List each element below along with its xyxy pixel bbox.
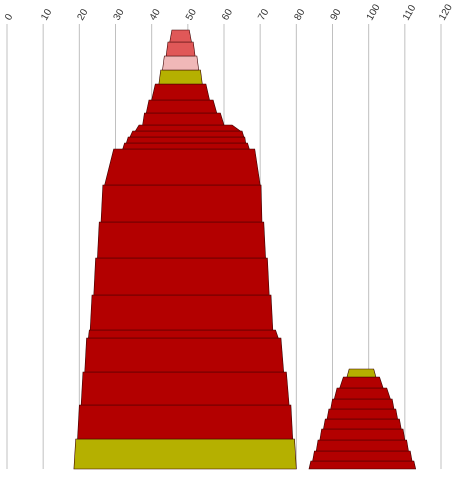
stack-2-layer-10 bbox=[346, 368, 377, 378]
stack-2-layer-8 bbox=[333, 387, 391, 400]
stack-2-layer-4 bbox=[319, 428, 406, 441]
x-tick-label: 110 bbox=[401, 3, 419, 23]
stack-1-layer-14 bbox=[134, 124, 242, 132]
stack-2-layer-2 bbox=[312, 450, 413, 462]
x-tick-label: 70 bbox=[256, 7, 271, 23]
stack-2-layer-9 bbox=[339, 376, 384, 389]
stack-1-layer-4 bbox=[84, 337, 284, 373]
stack-2 bbox=[308, 368, 417, 470]
stack-1-layer-6 bbox=[89, 294, 274, 331]
x-tick-label: 10 bbox=[39, 7, 54, 23]
stack-1-layer-19 bbox=[162, 55, 200, 71]
stack-2-layer-7 bbox=[330, 398, 395, 410]
x-tick-label: 100 bbox=[365, 2, 383, 22]
x-tick-label: 90 bbox=[329, 7, 344, 23]
stack-1-layer-21 bbox=[169, 29, 192, 43]
stack-1-layer-20 bbox=[165, 41, 196, 57]
stack-2-layer-5 bbox=[323, 418, 402, 430]
x-tick-label: 80 bbox=[292, 7, 307, 23]
stack-2-layer-1 bbox=[308, 460, 417, 470]
stack-1-layer-17 bbox=[151, 83, 210, 101]
stack-1-layer-1 bbox=[73, 438, 297, 470]
stack-2-layer-6 bbox=[326, 408, 398, 420]
stack-1-layer-11 bbox=[122, 142, 250, 150]
stack-1-layer-2 bbox=[77, 404, 294, 440]
stack-1-layer-13 bbox=[129, 130, 245, 138]
x-tick-label: 40 bbox=[148, 7, 163, 23]
x-tick-label: 0 bbox=[3, 12, 16, 23]
x-tick-label: 60 bbox=[220, 7, 235, 23]
x-tick-label: 120 bbox=[437, 2, 452, 22]
x-tick-label: 20 bbox=[75, 7, 90, 23]
stack-2-layer-3 bbox=[315, 439, 409, 452]
x-axis-tick-labels: 0 10 20 30 40 50 60 70 80 90 100 110 120 bbox=[3, 2, 452, 22]
stack-1-layer-5 bbox=[88, 329, 279, 339]
stack-1-layer-16 bbox=[145, 99, 218, 114]
stack-1 bbox=[73, 29, 297, 470]
stack-1-layer-12 bbox=[125, 136, 247, 144]
x-tick-label: 30 bbox=[112, 7, 127, 23]
stack-1-layer-7 bbox=[93, 257, 270, 296]
layer-stacks bbox=[73, 29, 417, 470]
stack-1-layer-9 bbox=[100, 184, 263, 223]
stack-1-layer-3 bbox=[80, 371, 290, 406]
stack-1-layer-8 bbox=[97, 221, 266, 259]
stack-1-layer-18 bbox=[158, 69, 203, 85]
stack-1-layer-10 bbox=[104, 148, 261, 186]
x-tick-label: 50 bbox=[184, 7, 199, 23]
stack-1-layer-15 bbox=[142, 112, 225, 126]
